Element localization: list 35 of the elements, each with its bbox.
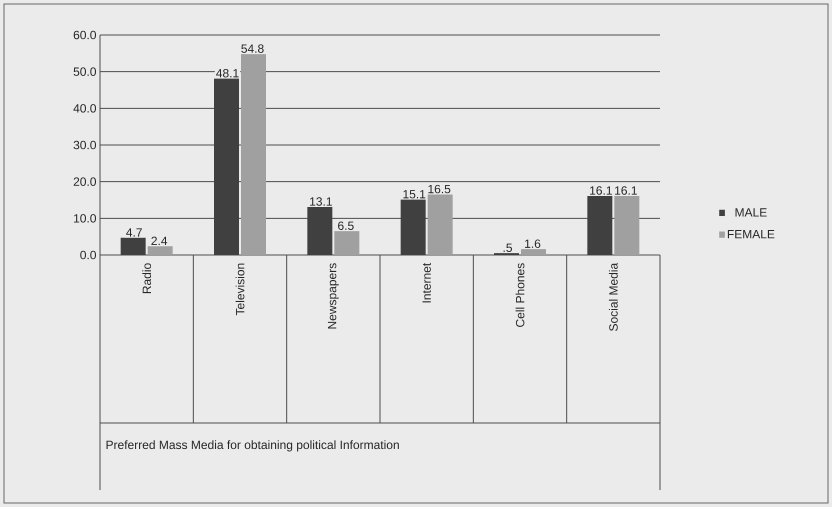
bar xyxy=(428,194,453,256)
y-tick-label: 60.0 xyxy=(74,30,96,40)
bar xyxy=(241,54,266,256)
bar xyxy=(520,249,546,256)
bar xyxy=(120,238,146,256)
text: Preferred Mass Media for obtaining political Information xyxy=(106,440,399,452)
x-tick-label: Television xyxy=(236,264,244,316)
data-label: 16.5 xyxy=(428,184,450,194)
data-label: 6.5 xyxy=(338,221,354,230)
legend-label: FEMALE xyxy=(728,230,774,238)
data-label: 15.1 xyxy=(403,190,426,198)
x-tick-label: Internet xyxy=(422,262,431,302)
data-label: 4.7 xyxy=(126,228,142,237)
x-tick-label: Newspapers xyxy=(328,263,339,329)
y-tick-label: 40.0 xyxy=(73,104,96,113)
data-label: 48.1 xyxy=(216,68,239,78)
bar xyxy=(614,196,640,256)
bar xyxy=(148,246,173,256)
data-label: .5 xyxy=(504,244,512,252)
y-tick-label: 30.0 xyxy=(74,140,96,150)
data-label: 16.1 xyxy=(615,186,637,195)
data-label: 54.8 xyxy=(241,44,264,53)
x-tick-label: Radio xyxy=(142,263,152,294)
data-label: 2.4 xyxy=(151,236,168,246)
bar xyxy=(334,231,360,256)
y-tick-label: 10.0 xyxy=(74,214,96,223)
x-tick-label: Social Media xyxy=(608,262,618,331)
data-label: 13.1 xyxy=(310,197,332,206)
data-label: 1.6 xyxy=(525,239,540,248)
y-tick-label: 0.0 xyxy=(80,250,96,260)
legend-label: MALE xyxy=(736,208,767,217)
y-tick-label: 20.0 xyxy=(74,177,96,186)
x-tick-label: Cell Phones xyxy=(516,263,524,327)
data-label: 16.1 xyxy=(590,186,612,195)
y-tick-label: 50.0 xyxy=(74,67,96,76)
